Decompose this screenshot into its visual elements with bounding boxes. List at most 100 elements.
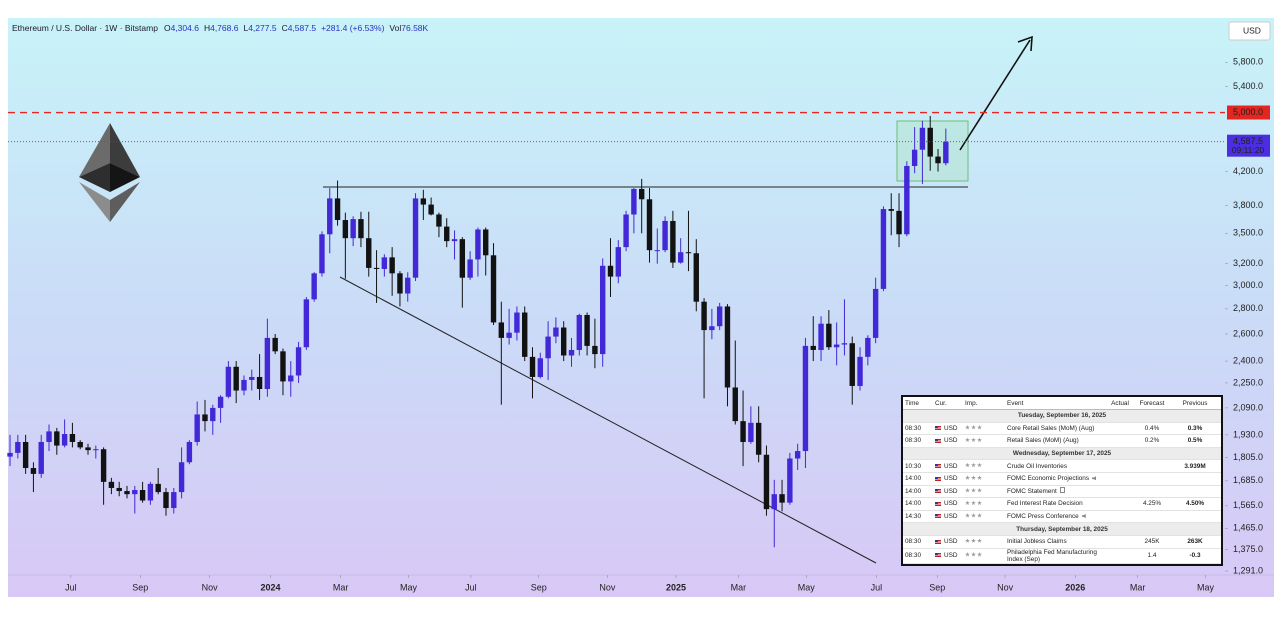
event-row: 08:30 USD Core Retail Sales (MoM) (Aug) 0.4… [903,422,1221,436]
star [971,487,976,493]
candle-body [818,323,824,350]
importance [963,422,1005,436]
candle-body [576,314,583,350]
event-name-cell: Retail Sales (MoM) (Aug) [1005,434,1105,448]
day-row: Tuesday, September 16, 2025 [903,409,1221,423]
event-currency: USD [933,497,963,511]
candle-body [100,449,107,482]
candle-body [849,343,855,386]
day-date: Tuesday, September 16, 2025 [903,409,1221,423]
currency: USD [944,437,958,445]
candle-body [568,349,575,356]
candle-body [327,198,333,235]
event-previous [1169,472,1221,486]
event-row: 08:30 USD Retail Sales (MoM) (Aug) 0.2% 0.5% [903,434,1221,448]
ohlc-value: 4,277.5 [248,23,277,33]
event-previous: 3.939M [1169,459,1221,473]
event-actual [1105,459,1135,473]
event-time: 08:30 [903,548,933,564]
x-tick-label: Jul [465,582,477,592]
countdown: 09:11:20 [1232,145,1265,155]
column-header: Time [903,397,933,410]
candle-body [607,265,614,277]
event-name-cell: Fed Interest Rate Decision [1005,497,1105,511]
y-tick-label: 4,200.0 [1233,166,1263,176]
star [965,513,970,518]
event-name-cell: Crude Oil Inventories [1005,459,1105,473]
x-tick-label: Nov [599,582,616,592]
event-actual [1105,472,1135,486]
column-header: Previous [1169,397,1221,410]
event-row: 14:00 USD FOMC Economic Projections [903,472,1221,486]
ohlc-value: 4,587.5 [288,23,317,33]
y-tick-label: 3,500.0 [1233,228,1263,238]
candle-body [178,462,185,493]
event-currency: USD [933,535,963,549]
x-tick-label: Nov [997,582,1014,592]
y-tick-label: 5,400.0 [1233,81,1263,91]
star [971,462,976,468]
candle-body [139,490,146,501]
candle-body [545,336,551,359]
star [971,475,976,480]
candle-body [280,351,286,382]
star [977,437,982,443]
header-row: Time Cur. Imp. Event Actual Forecast Previous [903,397,1221,410]
y-tick-label: 1,291.0 [1233,565,1263,575]
event-time: 14:00 [903,497,933,511]
y-tick-label: 1,465.0 [1233,523,1263,533]
event-time: 08:30 [903,434,933,448]
candle-body [779,494,785,503]
event-time: 08:30 [903,535,933,549]
currency-button[interactable] [1228,21,1271,41]
x-tick-label: May [1197,582,1215,592]
candle-body [584,314,590,346]
logo-face [79,182,110,222]
candle-body [857,356,863,386]
candle-body [904,165,910,235]
candle-body [15,441,21,453]
logo-face [79,163,110,192]
event-actual [1105,434,1135,448]
candle-body [451,239,458,242]
arrow-head [1017,35,1033,52]
candle-body [911,149,918,166]
candle-body [93,449,99,451]
candle-body [670,220,676,263]
candle-body [919,127,926,150]
candle-body [880,209,887,289]
candle-body [755,422,762,455]
candle-body [638,188,645,200]
ohlc-key: O [164,23,171,33]
candle-body [350,219,356,239]
eth-logo [79,123,140,222]
candle-body [38,441,44,474]
price-label-box [1227,105,1270,120]
candle-body [428,204,434,215]
importance [963,548,1005,564]
candle-body [771,494,777,510]
event-name-cell: FOMC Press Conference [1005,510,1105,524]
candle-body [459,239,466,278]
star [977,500,982,506]
candle-body [787,458,793,503]
candle-body [108,481,115,488]
event-row: 08:30 USD Initial Jobless Claims 245K 263K [903,535,1221,549]
candle-body [272,337,278,352]
x-tick-label: Sep [531,582,547,592]
candle-body [366,238,372,268]
event-name: Initial Jobless Claims [1007,538,1067,546]
candle-body [475,229,481,260]
event-forecast: 0.4% [1135,422,1169,436]
price-label: 5,000.0 [1233,107,1263,117]
candle-body [794,451,801,459]
x-tick-label: Mar [731,582,747,592]
logo-face [110,182,140,222]
candle-body [389,257,395,274]
event-icon [1059,487,1065,494]
arrow [959,39,1031,151]
event-time: 14:00 [903,472,933,486]
event-actual [1105,510,1135,524]
candle-body [217,396,224,408]
event-actual [1105,535,1135,549]
